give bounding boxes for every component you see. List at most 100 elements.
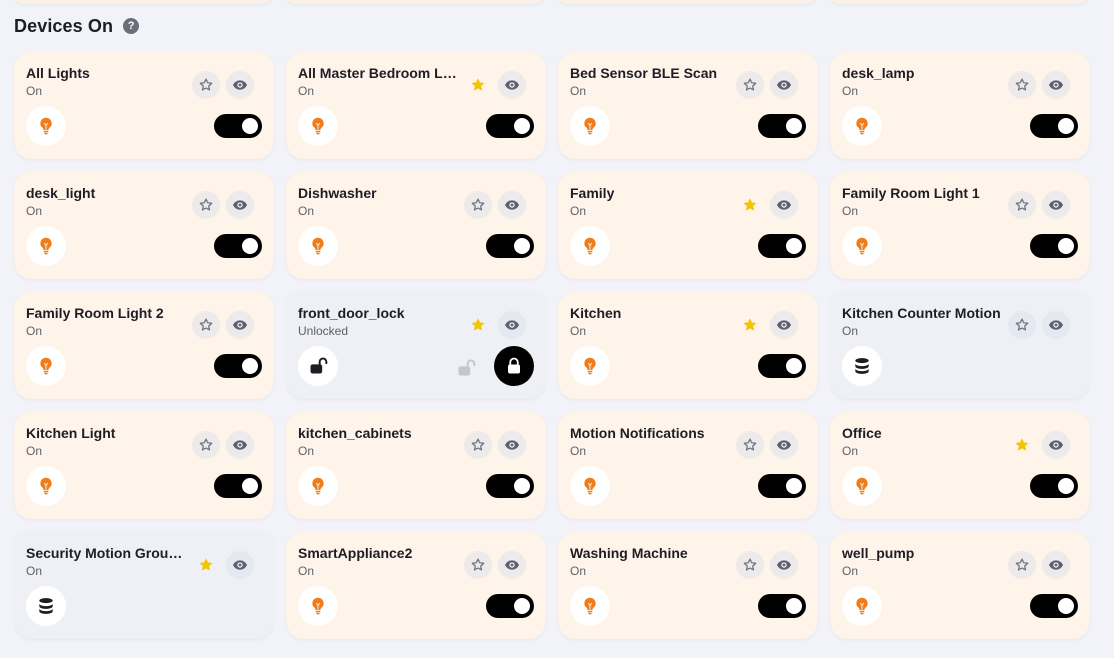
- device-card-kitchen[interactable]: Kitchen On: [558, 291, 818, 399]
- power-toggle[interactable]: [486, 114, 534, 138]
- device-card-bed-sensor-ble-scan[interactable]: Bed Sensor BLE Scan On: [558, 51, 818, 159]
- device-status: On: [570, 324, 587, 338]
- lightbulb-icon: [570, 346, 610, 386]
- device-name: Kitchen: [570, 305, 622, 321]
- favorite-star-icon[interactable]: [736, 551, 764, 579]
- power-toggle[interactable]: [758, 474, 806, 498]
- favorite-star-icon[interactable]: [1008, 191, 1036, 219]
- power-toggle[interactable]: [1030, 234, 1078, 258]
- eye-icon[interactable]: [1042, 431, 1070, 459]
- eye-icon[interactable]: [770, 431, 798, 459]
- device-card-kitchen-counter-motion[interactable]: Kitchen Counter Motion On: [830, 291, 1090, 399]
- toggle-knob: [242, 238, 258, 254]
- device-card-office[interactable]: Office On: [830, 411, 1090, 519]
- device-card-desk-lamp[interactable]: desk_lamp On: [830, 51, 1090, 159]
- favorite-star-icon[interactable]: [192, 551, 220, 579]
- power-toggle[interactable]: [758, 234, 806, 258]
- power-toggle[interactable]: [758, 114, 806, 138]
- eye-icon[interactable]: [1042, 191, 1070, 219]
- toggle-knob: [514, 478, 530, 494]
- favorite-star-icon[interactable]: [192, 431, 220, 459]
- eye-icon[interactable]: [226, 311, 254, 339]
- favorite-star-icon[interactable]: [1008, 431, 1036, 459]
- device-card-motion-notifications[interactable]: Motion Notifications On: [558, 411, 818, 519]
- power-toggle[interactable]: [486, 234, 534, 258]
- eye-icon[interactable]: [498, 431, 526, 459]
- device-card-well-pump[interactable]: well_pump On: [830, 531, 1090, 639]
- eye-icon[interactable]: [226, 191, 254, 219]
- eye-icon[interactable]: [498, 551, 526, 579]
- favorite-star-icon[interactable]: [736, 311, 764, 339]
- toggle-knob: [242, 478, 258, 494]
- favorite-star-icon[interactable]: [736, 71, 764, 99]
- favorite-star-icon[interactable]: [464, 71, 492, 99]
- eye-icon[interactable]: [498, 191, 526, 219]
- device-card-front-door-lock[interactable]: front_door_lock Unlocked: [286, 291, 546, 399]
- lightbulb-icon: [298, 586, 338, 626]
- device-card-smartappliance2[interactable]: SmartAppliance2 On: [286, 531, 546, 639]
- devices-grid: All Lights On All Master Bedroom Lig... On B…: [14, 51, 1090, 639]
- toggle-knob: [786, 598, 802, 614]
- power-toggle[interactable]: [758, 594, 806, 618]
- favorite-star-icon[interactable]: [192, 71, 220, 99]
- device-card-washing-machine[interactable]: Washing Machine On: [558, 531, 818, 639]
- favorite-star-icon[interactable]: [192, 311, 220, 339]
- lock-button[interactable]: [494, 346, 534, 386]
- device-card-desk-light[interactable]: desk_light On: [14, 171, 274, 279]
- eye-icon[interactable]: [226, 71, 254, 99]
- power-toggle[interactable]: [1030, 474, 1078, 498]
- help-icon[interactable]: ?: [123, 18, 140, 34]
- eye-icon[interactable]: [770, 191, 798, 219]
- power-toggle[interactable]: [486, 594, 534, 618]
- eye-icon[interactable]: [226, 431, 254, 459]
- device-name: Security Motion Group ...: [26, 545, 186, 561]
- eye-icon[interactable]: [498, 311, 526, 339]
- favorite-star-icon[interactable]: [464, 191, 492, 219]
- favorite-star-icon[interactable]: [736, 191, 764, 219]
- favorite-star-icon[interactable]: [1008, 311, 1036, 339]
- device-card-family[interactable]: Family On: [558, 171, 818, 279]
- eye-icon[interactable]: [770, 71, 798, 99]
- power-toggle[interactable]: [1030, 594, 1078, 618]
- eye-icon[interactable]: [498, 71, 526, 99]
- power-toggle[interactable]: [1030, 114, 1078, 138]
- lightbulb-icon: [26, 466, 66, 506]
- power-toggle[interactable]: [486, 474, 534, 498]
- eye-icon[interactable]: [1042, 71, 1070, 99]
- device-card-all-lights[interactable]: All Lights On: [14, 51, 274, 159]
- eye-icon[interactable]: [1042, 551, 1070, 579]
- device-card-kitchen-cabinets[interactable]: kitchen_cabinets On: [286, 411, 546, 519]
- device-name: well_pump: [842, 545, 915, 561]
- eye-icon[interactable]: [770, 551, 798, 579]
- device-card-security-motion-group[interactable]: Security Motion Group ... On: [14, 531, 274, 639]
- device-card-all-master-bedroom-lig[interactable]: All Master Bedroom Lig... On: [286, 51, 546, 159]
- device-status: On: [26, 84, 43, 98]
- favorite-star-icon[interactable]: [1008, 71, 1036, 99]
- device-card-family-room-light-1[interactable]: Family Room Light 1 On: [830, 171, 1090, 279]
- previous-section-edge: [0, 0, 1114, 6]
- lightbulb-icon: [842, 466, 882, 506]
- eye-icon[interactable]: [770, 311, 798, 339]
- lightbulb-icon: [842, 106, 882, 146]
- eye-icon[interactable]: [1042, 311, 1070, 339]
- favorite-star-icon[interactable]: [464, 431, 492, 459]
- device-card-dishwasher[interactable]: Dishwasher On: [286, 171, 546, 279]
- power-toggle[interactable]: [214, 474, 262, 498]
- device-status: On: [842, 84, 859, 98]
- eye-icon[interactable]: [226, 551, 254, 579]
- device-card-kitchen-light[interactable]: Kitchen Light On: [14, 411, 274, 519]
- favorite-star-icon[interactable]: [736, 431, 764, 459]
- power-toggle[interactable]: [758, 354, 806, 378]
- device-status: Unlocked: [298, 324, 349, 338]
- power-toggle[interactable]: [214, 354, 262, 378]
- favorite-star-icon[interactable]: [464, 551, 492, 579]
- favorite-star-icon[interactable]: [464, 311, 492, 339]
- lightbulb-icon: [26, 106, 66, 146]
- device-card-family-room-light-2[interactable]: Family Room Light 2 On: [14, 291, 274, 399]
- power-toggle[interactable]: [214, 234, 262, 258]
- power-toggle[interactable]: [214, 114, 262, 138]
- favorite-star-icon[interactable]: [1008, 551, 1036, 579]
- device-status: On: [298, 564, 315, 578]
- stack-icon: [26, 586, 66, 626]
- favorite-star-icon[interactable]: [192, 191, 220, 219]
